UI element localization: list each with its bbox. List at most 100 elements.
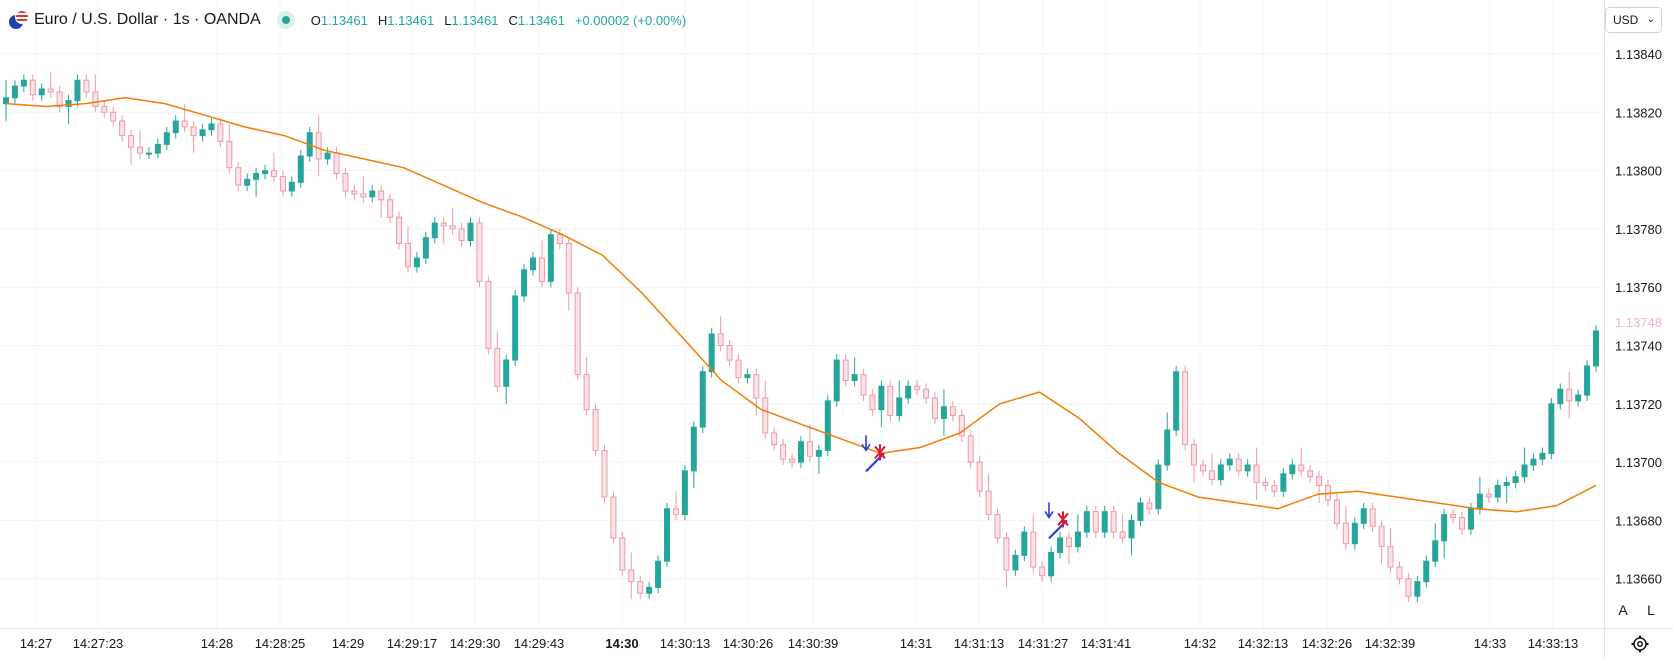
candle-body — [1557, 388, 1564, 405]
candle-body — [672, 508, 679, 516]
gear-icon[interactable] — [1630, 634, 1650, 654]
candle — [1226, 453, 1233, 471]
candle — [1271, 479, 1278, 498]
candle-body — [1450, 514, 1457, 518]
candle-body — [360, 193, 367, 198]
candle — [1137, 497, 1144, 527]
candle — [1191, 438, 1198, 483]
candle — [387, 193, 394, 224]
candle — [56, 86, 63, 113]
candle-body — [1512, 476, 1519, 484]
candle-body — [369, 190, 376, 198]
candle — [1387, 529, 1394, 573]
symbol-title[interactable]: Euro / U.S. Dollar · 1s · OANDA — [34, 11, 261, 28]
candle — [681, 465, 688, 521]
candle — [413, 252, 420, 273]
candle — [1521, 447, 1528, 483]
candle-body — [1226, 458, 1233, 466]
candle — [1173, 365, 1180, 436]
candle — [1083, 505, 1090, 538]
currency-dropdown[interactable]: USD ⌄ — [1605, 7, 1662, 33]
candle — [396, 211, 403, 250]
candle — [262, 164, 269, 180]
candle-body — [262, 170, 269, 175]
moving-average-line — [5, 96, 1597, 513]
candle-body — [1208, 470, 1215, 481]
candle — [798, 435, 804, 468]
down-arrow-signal-icon — [1044, 502, 1054, 519]
candle-body — [458, 228, 465, 242]
candle — [806, 424, 813, 463]
candle-body — [1021, 531, 1028, 556]
candle-body — [851, 374, 858, 381]
candle-body — [628, 569, 635, 583]
auto-scale-button[interactable]: A — [1612, 599, 1634, 621]
candle-body — [994, 514, 1001, 539]
candle-body — [1110, 511, 1117, 533]
time-tick-label: 14:32:39 — [1365, 636, 1416, 651]
candle-body — [1378, 525, 1385, 548]
candle-body — [726, 345, 733, 361]
candle — [967, 430, 974, 468]
candle-body — [681, 470, 688, 516]
candle — [744, 368, 751, 384]
time-tick-label: 14:29:43 — [514, 636, 565, 651]
price-tick-label: 1.13780 — [1615, 222, 1662, 237]
candle — [628, 552, 635, 600]
candle-body — [637, 581, 644, 594]
candle-body — [324, 152, 331, 160]
candle-body — [333, 152, 340, 175]
candle-body — [646, 586, 653, 594]
candle — [145, 147, 152, 159]
time-tick-label: 14:30 — [605, 636, 638, 651]
candle-body — [226, 140, 233, 169]
time-tick-label: 14:27:23 — [73, 636, 124, 651]
candle — [869, 389, 876, 416]
candle — [592, 403, 599, 457]
candle-body — [172, 120, 179, 134]
candle — [270, 153, 277, 183]
candle — [815, 444, 822, 474]
candle-body — [315, 132, 322, 160]
log-scale-button[interactable]: L — [1640, 599, 1662, 621]
candle-body — [1235, 458, 1242, 472]
candle — [3, 80, 9, 122]
candle — [342, 167, 349, 197]
candle-body — [735, 359, 742, 379]
candle — [860, 368, 867, 401]
candle-body — [101, 105, 108, 113]
candle-body — [244, 178, 251, 186]
candle — [1459, 511, 1466, 535]
candle-body — [842, 359, 849, 381]
candle — [1378, 520, 1385, 565]
time-tick-label: 14:31:13 — [954, 636, 1005, 651]
candle-body — [1351, 522, 1358, 545]
candle-body — [1048, 551, 1055, 577]
candle — [494, 330, 501, 393]
candle-body — [1494, 484, 1501, 498]
candle — [181, 103, 188, 133]
down-arrow-signal-icon — [861, 435, 871, 452]
candle — [958, 409, 965, 442]
candle — [226, 123, 233, 174]
candle — [985, 473, 992, 521]
candle-body — [708, 333, 715, 373]
candle — [610, 491, 617, 544]
candle-body — [753, 374, 760, 399]
candle-body — [1566, 388, 1573, 402]
candle-body — [1369, 508, 1376, 527]
candle-body — [1396, 566, 1403, 580]
candle — [521, 263, 528, 302]
candle — [1021, 526, 1028, 562]
candle-body — [1548, 403, 1555, 454]
candle-body — [1012, 554, 1019, 571]
low-label: L — [444, 12, 452, 28]
candle — [65, 94, 72, 124]
candle-body — [610, 496, 617, 539]
current-price-label: 1.13748 — [1615, 315, 1662, 330]
candle-body — [1253, 464, 1260, 484]
candle — [253, 167, 260, 197]
candle — [1262, 476, 1269, 492]
candle-body — [1101, 511, 1108, 533]
